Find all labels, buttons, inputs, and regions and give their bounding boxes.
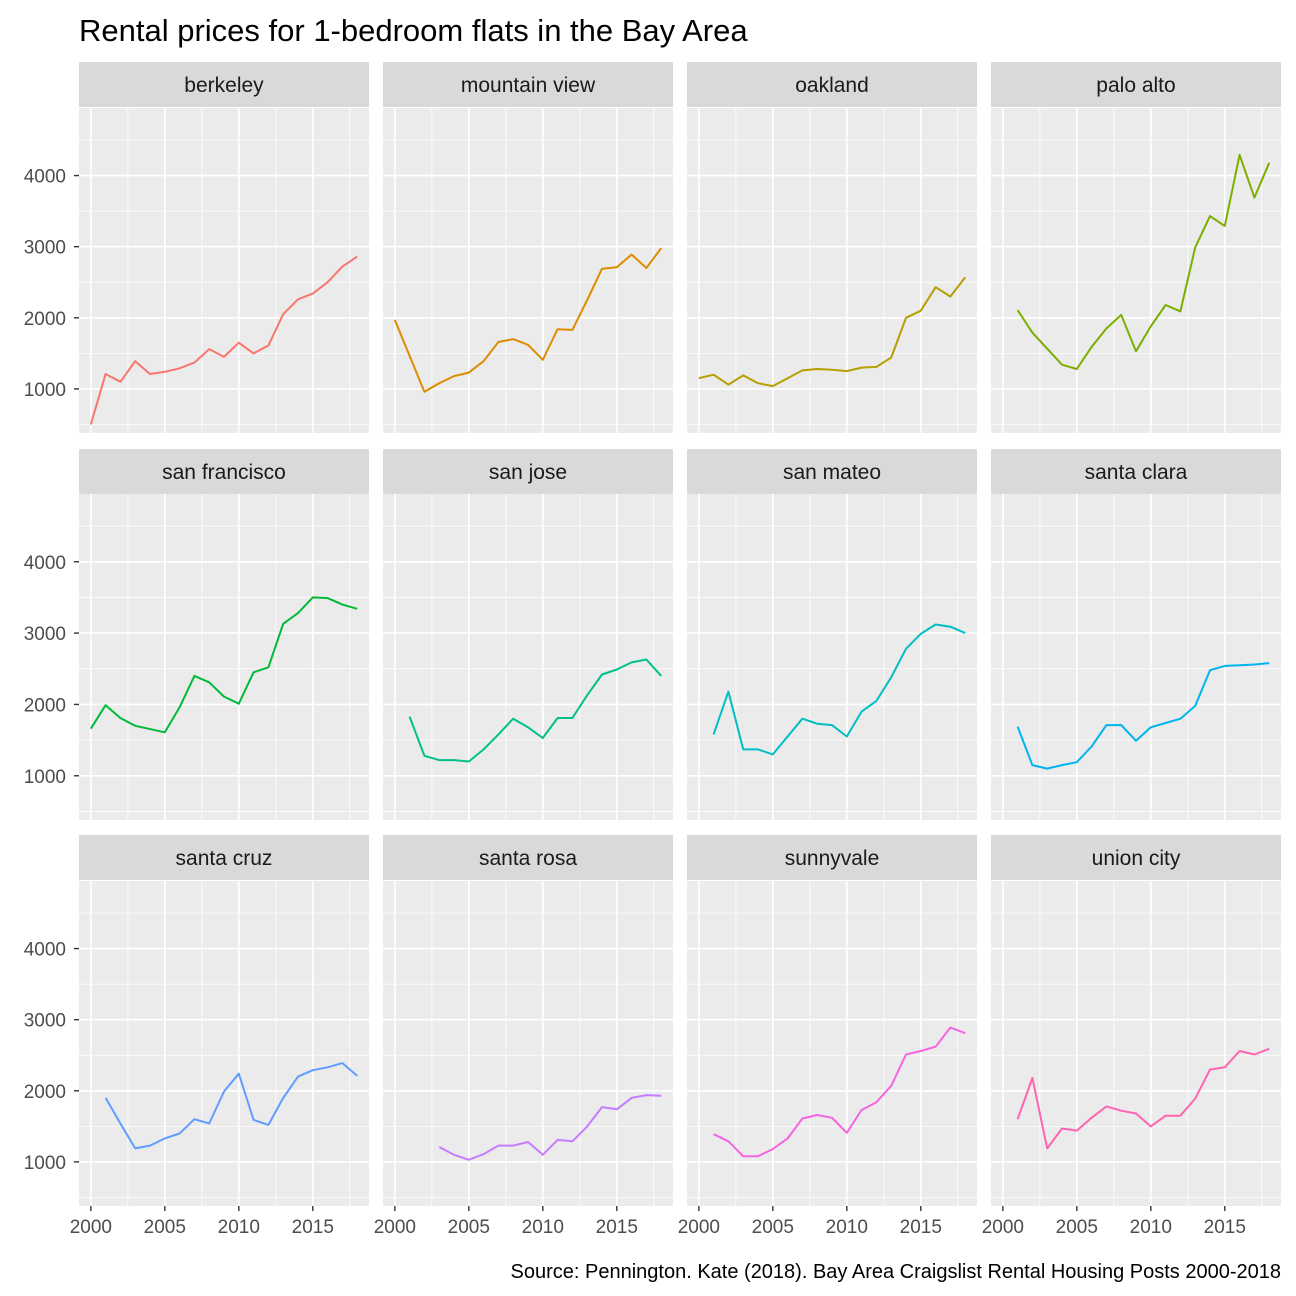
x-tick-label: 2005 bbox=[752, 1217, 794, 1238]
facet-strip bbox=[383, 449, 673, 494]
facet-strip-label: san francisco bbox=[162, 461, 286, 484]
series-line bbox=[1016, 153, 1271, 370]
panel-background bbox=[687, 108, 977, 433]
facet-panel: san jose bbox=[383, 449, 673, 820]
panel-background bbox=[687, 494, 977, 820]
facet-strip-label: oakland bbox=[795, 74, 869, 97]
facet-strip-label: mountain view bbox=[461, 74, 596, 97]
y-tick-label: 2000 bbox=[24, 1082, 66, 1103]
facet-strip-label: union city bbox=[1092, 847, 1181, 870]
facet-strip-label: san jose bbox=[489, 461, 567, 484]
facet-panel: union city 2000 2005 2010 2015 bbox=[982, 835, 1281, 1238]
y-tick-label: 4000 bbox=[24, 167, 66, 188]
facet-strip-label: berkeley bbox=[184, 74, 264, 97]
x-tick-label: 2005 bbox=[144, 1217, 186, 1238]
y-tick-label: 3000 bbox=[24, 1011, 66, 1032]
x-tick-label: 2010 bbox=[826, 1217, 868, 1238]
facet-strip bbox=[79, 835, 369, 880]
facet-panel: palo alto bbox=[991, 62, 1281, 433]
series-line bbox=[698, 276, 966, 388]
y-tick-label: 1000 bbox=[24, 1153, 66, 1174]
facet-strip bbox=[991, 449, 1281, 494]
chart-title: Rental prices for 1-bedroom flats in the… bbox=[79, 13, 748, 48]
x-tick-label: 2015 bbox=[900, 1217, 942, 1238]
series-line bbox=[104, 1062, 358, 1150]
facet-strip-label: santa clara bbox=[1085, 461, 1188, 484]
facet-strip-label: santa cruz bbox=[176, 847, 273, 870]
x-tick-label: 2000 bbox=[678, 1217, 720, 1238]
facet-panel: sunnyvale 2000 2005 2010 2015 bbox=[678, 835, 977, 1238]
series-line bbox=[393, 247, 663, 393]
facet-panel: san francisco 1000 2000 3000 4000 bbox=[24, 449, 369, 820]
x-tick-label: 2010 bbox=[522, 1217, 564, 1238]
panel-background bbox=[79, 881, 369, 1206]
facet-panel: santa clara bbox=[991, 449, 1281, 820]
facet-strip bbox=[687, 449, 977, 494]
panel-background bbox=[79, 108, 369, 433]
y-tick-label: 2000 bbox=[24, 695, 66, 716]
x-tick-label: 2000 bbox=[70, 1217, 112, 1238]
series-line bbox=[89, 596, 358, 734]
facet-strip bbox=[79, 449, 369, 494]
x-tick-label: 2010 bbox=[1130, 1217, 1172, 1238]
facet-panel: san mateo bbox=[687, 449, 977, 820]
facet-strip-label: palo alto bbox=[1096, 74, 1175, 97]
y-tick-label: 4000 bbox=[24, 553, 66, 574]
facet-panel: mountain view bbox=[383, 62, 673, 433]
panel-background bbox=[991, 108, 1281, 433]
series-line bbox=[1016, 1047, 1270, 1150]
series-line bbox=[408, 658, 662, 763]
facet-strip bbox=[991, 62, 1281, 107]
panel-background bbox=[383, 494, 673, 820]
facet-panels: berkeley 1000 2000 3000 4000 mountain view oak… bbox=[24, 62, 1281, 1238]
y-tick-label: 1000 bbox=[24, 380, 66, 401]
facet-strip bbox=[687, 62, 977, 107]
y-tick-label: 2000 bbox=[24, 309, 66, 330]
facet-strip bbox=[383, 62, 673, 107]
panel-background bbox=[991, 494, 1281, 820]
facet-panel: oakland bbox=[687, 62, 977, 433]
y-tick-label: 3000 bbox=[24, 238, 66, 259]
x-tick-label: 2015 bbox=[1204, 1217, 1246, 1238]
facet-strip bbox=[383, 835, 673, 880]
chart-caption: Source: Pennington. Kate (2018). Bay Are… bbox=[511, 1261, 1281, 1283]
facet-panel: berkeley 1000 2000 3000 4000 bbox=[24, 62, 369, 433]
series-line bbox=[712, 623, 966, 756]
panel-background bbox=[79, 494, 369, 820]
x-tick-label: 2005 bbox=[448, 1217, 490, 1238]
x-tick-label: 2010 bbox=[218, 1217, 260, 1238]
facet-strip bbox=[79, 62, 369, 107]
y-tick-label: 4000 bbox=[24, 940, 66, 961]
x-tick-label: 2000 bbox=[982, 1217, 1024, 1238]
x-tick-label: 2015 bbox=[292, 1217, 334, 1238]
facet-strip-label: san mateo bbox=[783, 461, 881, 484]
panel-background bbox=[383, 108, 673, 433]
facet-strip bbox=[687, 835, 977, 880]
series-line bbox=[1016, 662, 1270, 770]
x-tick-label: 2015 bbox=[596, 1217, 638, 1238]
x-tick-label: 2005 bbox=[1056, 1217, 1098, 1238]
series-line bbox=[89, 255, 358, 425]
facet-panel: santa cruz 1000 2000 3000 4000 2000 2005 2010 20… bbox=[24, 835, 369, 1238]
facet-strip-label: santa rosa bbox=[479, 847, 577, 870]
facet-strip bbox=[991, 835, 1281, 880]
panel-background bbox=[687, 881, 977, 1206]
y-tick-label: 1000 bbox=[24, 767, 66, 788]
facet-strip-label: sunnyvale bbox=[785, 847, 880, 870]
x-tick-label: 2000 bbox=[374, 1217, 416, 1238]
panel-background bbox=[991, 881, 1281, 1206]
panel-background bbox=[383, 881, 673, 1206]
facet-panel: santa rosa 2000 2005 2010 2015 bbox=[374, 835, 673, 1238]
series-line bbox=[438, 1094, 662, 1161]
y-tick-label: 3000 bbox=[24, 624, 66, 645]
series-line bbox=[713, 1026, 966, 1158]
